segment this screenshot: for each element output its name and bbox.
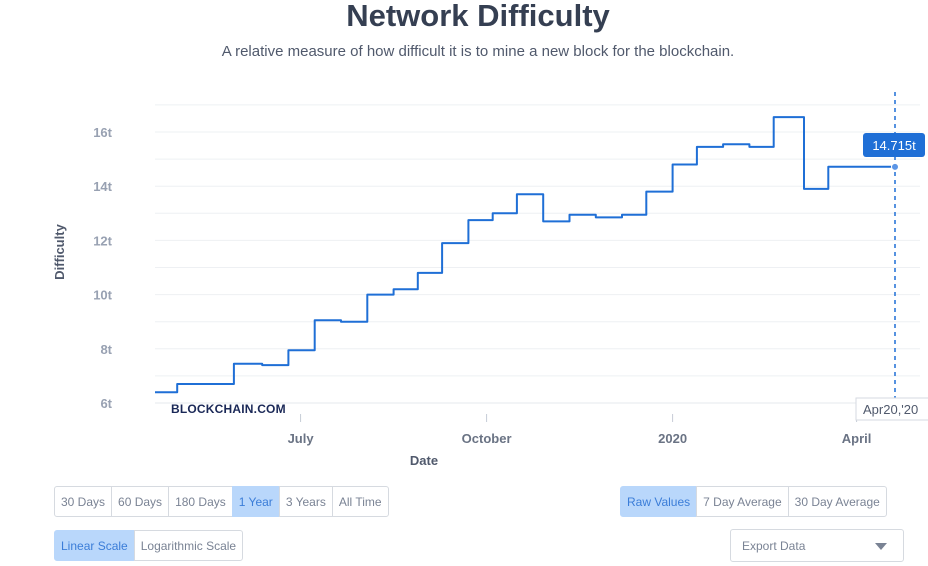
range-button-180-days[interactable]: 180 Days [168, 486, 233, 517]
y-tick-label: 8t [100, 342, 112, 357]
range-button-all-time[interactable]: All Time [331, 486, 389, 517]
export-data-label: Export Data [742, 538, 806, 553]
export-data-dropdown[interactable]: Export Data [730, 529, 904, 562]
x-axis-title: Date [410, 453, 438, 468]
y-tick-label: 6t [100, 396, 112, 411]
chart-title: Network Difficulty [346, 0, 610, 33]
scale-button-logarithmic-scale[interactable]: Logarithmic Scale [133, 530, 244, 561]
tooltip-date: Apr20,'20 [863, 402, 918, 417]
y-tick-label: 16t [93, 125, 112, 140]
x-tick-label: April [842, 431, 872, 446]
average-button-raw-values[interactable]: Raw Values [620, 486, 698, 517]
average-button-30-day-average[interactable]: 30 Day Average [787, 486, 887, 517]
watermark-logo-text: BLOCKCHAIN.COM [171, 402, 286, 416]
difficulty-chart: 6t 8t 10t 12t 14t 16t July October 2020 April Di… [52, 92, 928, 468]
time-range-selector: 30 Days 60 Days 180 Days 1 Year 3 Years All T… [54, 486, 389, 517]
y-axis-ticks: 6t 8t 10t 12t 14t 16t [93, 125, 112, 411]
chart-subtitle: A relative measure of how difficult it i… [221, 43, 735, 60]
y-axis-title: Difficulty [52, 223, 67, 279]
scale-selector: Linear Scale Logarithmic Scale [54, 530, 244, 561]
difficulty-series-line [155, 116, 895, 394]
tooltip-value: 14.715t [872, 138, 916, 153]
x-axis-ticks: July October 2020 April [288, 414, 872, 446]
hover-point [891, 162, 899, 171]
range-button-3-years[interactable]: 3 Years [278, 486, 333, 517]
range-button-30-days[interactable]: 30 Days [54, 486, 113, 517]
y-tick-label: 14t [93, 179, 112, 194]
value-tooltip: 14.715t [863, 133, 925, 157]
y-tick-label: 12t [93, 233, 112, 248]
chevron-down-icon [875, 543, 887, 550]
date-tooltip: Apr20,'20 [855, 397, 928, 421]
range-button-60-days[interactable]: 60 Days [111, 486, 170, 517]
grid-lines [155, 104, 920, 404]
range-button-1-year[interactable]: 1 Year [231, 486, 280, 517]
y-tick-label: 10t [93, 288, 112, 303]
scale-button-linear-scale[interactable]: Linear Scale [54, 530, 135, 561]
average-selector: Raw Values 7 Day Average 30 Day Average [620, 486, 887, 517]
x-tick-label: July [288, 431, 315, 446]
average-button-7-day-average[interactable]: 7 Day Average [696, 486, 789, 517]
x-tick-label: October [462, 431, 512, 446]
x-tick-label: 2020 [658, 431, 687, 446]
